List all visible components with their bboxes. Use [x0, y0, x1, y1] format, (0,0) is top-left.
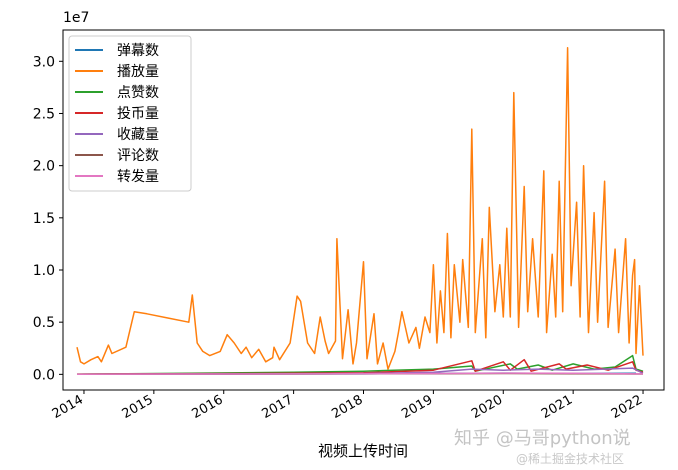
y-tick-label: 0.0: [33, 367, 55, 383]
x-tick-label: 2014: [50, 392, 86, 422]
x-tick-label: 2018: [329, 392, 365, 422]
watermark-juejin: @稀土掘金技术社区: [516, 452, 625, 466]
plot-lines: [76, 46, 644, 375]
series-line-6: [76, 372, 644, 375]
x-tick-label: 2020: [469, 392, 505, 422]
legend-label: 投币量: [117, 106, 159, 122]
legend-label: 点赞数: [117, 85, 159, 101]
x-tick-label: 2019: [399, 392, 435, 422]
legend-label: 弹幕数: [117, 43, 159, 59]
series-line-1: [76, 46, 644, 370]
y-tick-label: 0.5: [33, 315, 55, 331]
x-tick-label: 2015: [120, 392, 156, 422]
legend-label: 评论数: [117, 148, 159, 164]
y-axis-ticks: 0.0 0.5 1.0 1.5 2.0 2.5 3.0: [33, 54, 63, 383]
x-axis-ticks: 2014 2015 2016 2017 2018 2019 2020 2021 2022: [50, 390, 645, 422]
y-axis-offset-text: 1e7: [63, 10, 89, 26]
y-tick-label: 1.0: [33, 263, 55, 279]
x-axis-label: 视频上传时间: [318, 442, 408, 460]
legend-label: 播放量: [117, 64, 159, 80]
x-tick-label: 2017: [259, 392, 295, 422]
x-tick-label: 2022: [609, 392, 645, 422]
x-tick-label: 2016: [190, 392, 226, 422]
watermark-zhihu: 知乎 @马哥python说: [454, 428, 631, 449]
x-tick-label: 2021: [539, 392, 575, 422]
y-tick-label: 1.5: [33, 211, 55, 227]
legend-label: 收藏量: [117, 127, 159, 143]
legend-box: [68, 35, 192, 192]
y-tick-label: 2.0: [33, 159, 55, 175]
y-tick-label: 2.5: [33, 106, 55, 122]
series-line-3: [76, 358, 644, 375]
legend-label: 转发量: [117, 169, 159, 185]
y-tick-label: 3.0: [33, 54, 55, 70]
